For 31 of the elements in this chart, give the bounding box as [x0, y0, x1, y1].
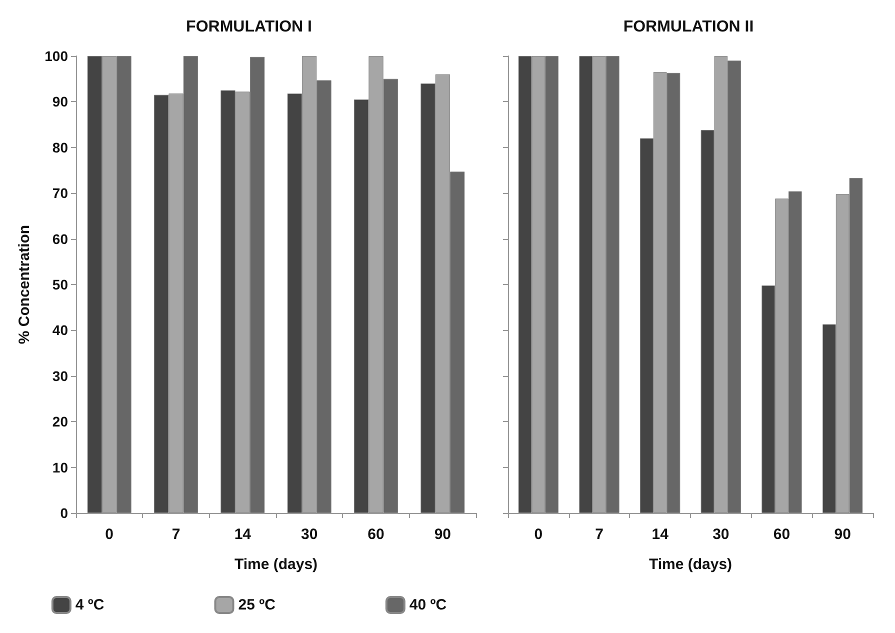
legend-label: 40 ºC — [409, 596, 447, 614]
chart-title: FORMULATION I — [186, 18, 312, 36]
x-tick-label: 7 — [595, 526, 604, 543]
y-tick-label: 30 — [52, 368, 68, 384]
x-tick-label: 90 — [834, 526, 851, 543]
y-tick-label: 70 — [52, 185, 68, 202]
x-tick-label: 14 — [234, 526, 252, 543]
x-axis-title: Time (days) — [648, 556, 732, 573]
y-tick-label: 90 — [52, 94, 68, 110]
y-tick-label: 0 — [60, 505, 68, 521]
x-tick-label: 30 — [300, 526, 318, 543]
chart-title: FORMULATION II — [623, 18, 754, 36]
y-tick-label: 10 — [52, 459, 68, 476]
x-tick-label: 90 — [434, 526, 452, 543]
x-tick-label: 60 — [773, 526, 790, 543]
x-tick-label: 0 — [105, 526, 114, 543]
y-tick-label: 60 — [52, 230, 68, 247]
x-tick-label: 7 — [172, 526, 180, 543]
y-tick-label: 20 — [52, 414, 68, 430]
x-tick-label: 0 — [534, 526, 543, 543]
x-tick-label: 60 — [368, 526, 384, 543]
legend-label: 4 ºC — [75, 596, 104, 614]
y-axis-title: % Concentration — [16, 224, 33, 344]
x-tick-label: 30 — [712, 526, 730, 543]
y-tick-label: 40 — [52, 322, 68, 338]
legend-label: 25 ºC — [238, 596, 276, 614]
x-tick-label: 14 — [652, 526, 670, 543]
x-axis-title: Time (days) — [234, 556, 318, 573]
y-tick-label: 50 — [52, 276, 68, 292]
y-tick-label: 100 — [44, 48, 68, 64]
y-tick-label: 80 — [52, 139, 68, 156]
